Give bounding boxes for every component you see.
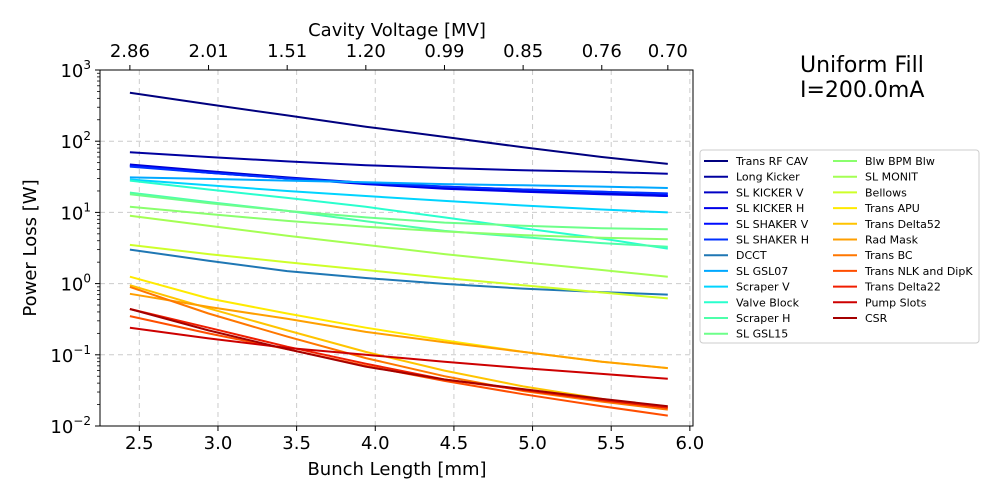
series-line-12 [129,193,668,231]
x-axis-label: Bunch Length [mm] [307,459,486,480]
legend-label: Trans NLK and DipK [864,265,973,278]
top-tick-label: 1.20 [346,41,386,62]
top-tick-label: 2.01 [188,41,228,62]
legend-label: Scraper H [736,312,790,325]
legend-label: SL SHAKER V [736,218,809,231]
x-tick-label: 4.0 [361,433,390,454]
x-tick-label: 3.0 [204,433,233,454]
legend-label: Trans Delta52 [864,218,941,231]
series-line-22 [129,326,668,380]
legend-label: Trans BC [864,249,913,262]
y-tick-label: 10−1 [50,343,91,367]
series-line-15 [129,243,668,300]
x-tick-label: 4.5 [440,433,469,454]
legend-label: Trans RF CAV [735,155,809,168]
series-line-19 [129,285,668,411]
legend-label: Bellows [865,186,907,199]
top-tick-label: 0.76 [582,41,622,62]
series-line-6 [129,165,668,195]
series-line-2 [129,151,668,175]
top-tick-label: 0.99 [424,41,464,62]
series-line-8 [129,176,668,189]
top-tick-label: 0.70 [648,41,688,62]
legend-label: Long Kicker [736,171,800,184]
series-line-1 [129,91,668,165]
legend: Trans RF CAV Long Kicker SL KICKER V SL KIC… [699,149,980,344]
series-line-7 [129,248,668,296]
legend-label: SL GSL07 [736,265,788,278]
legend-label: SL MONIT [865,171,918,184]
legend-label: Rad Mask [865,234,919,247]
y-tick-label: 100 [60,272,91,296]
y-tick-label: 103 [60,58,91,82]
legend-label: SL KICKER H [736,202,804,215]
x-tick-label: 2.5 [125,433,154,454]
series-line-21 [129,308,668,409]
legend-label: SL SHAKER H [736,234,809,247]
series-line-23 [129,308,668,408]
x-tick-label: 3.5 [282,433,311,454]
plot-frame [99,69,694,427]
legend-label: Scraper V [736,281,790,294]
legend-label: CSR [865,312,888,325]
top-tick-label: 0.85 [503,41,543,62]
top-tick-label: 1.51 [267,41,307,62]
y-tick-label: 10−2 [50,414,91,438]
y-tick-label: 102 [60,129,91,153]
top-tick-label: 2.86 [110,41,150,62]
series-lines [129,91,668,417]
series-line-14 [129,214,668,278]
annotation-line-2: I=200.0mA [800,78,924,103]
top-axis-label: Cavity Voltage [MV] [308,20,486,41]
legend-label: DCCT [736,249,767,262]
series-line-18 [129,292,668,370]
legend-label: SL GSL15 [736,328,788,341]
legend-frame [699,149,980,344]
legend-label: Trans Delta22 [864,281,941,294]
y-tick-label: 101 [60,200,91,224]
legend-label: Blw BPM Blw [865,155,935,168]
x-tick-label: 5.5 [597,433,626,454]
annotation-line-1: Uniform Fill [800,53,924,78]
axis-ticks: 2.5 3.0 3.5 4.0 4.5 5.0 5.5 6.0 2.86 2.01 1.51 1.20… [50,41,704,454]
series-line-13 [129,205,668,241]
legend-label: Trans APU [864,202,920,215]
x-tick-label: 6.0 [676,433,705,454]
x-tick-label: 5.0 [518,433,547,454]
y-axis-label: Power Loss [W] [20,179,41,316]
series-line-9 [129,178,668,214]
series-line-17 [129,284,668,409]
legend-label: Valve Block [736,296,800,309]
legend-label: Pump Slots [865,296,927,309]
legend-label: SL KICKER V [736,186,804,199]
